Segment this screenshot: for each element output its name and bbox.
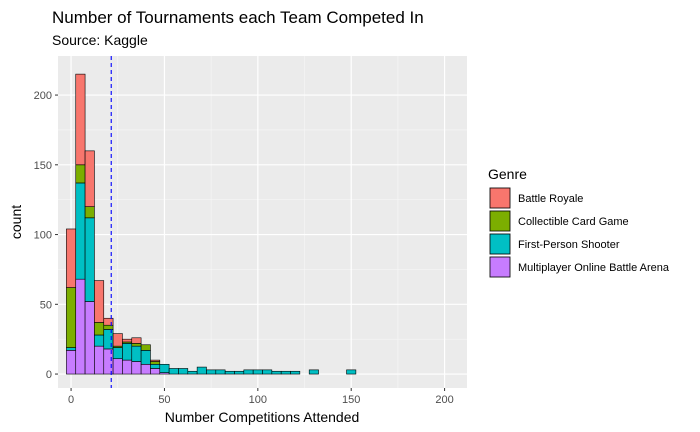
chart-title: Number of Tournaments each Team Competed… [52, 8, 424, 27]
x-tick-label: 150 [342, 394, 360, 406]
histogram-bar-segment [290, 370, 301, 375]
y-axis-title: count [8, 205, 24, 239]
histogram-bar-segment [140, 350, 151, 365]
histogram-bar-segment [224, 370, 235, 375]
histogram-bar-segment [94, 345, 105, 375]
plot-panel [58, 56, 467, 388]
histogram-bar-segment [308, 369, 319, 375]
histogram-bar-segment [131, 337, 142, 344]
histogram-bar-segment [140, 363, 151, 375]
histogram-bar-segment [112, 347, 123, 360]
histogram-bar-segment [187, 370, 198, 375]
histogram-bar-segment [346, 369, 357, 375]
legend-swatch [489, 187, 511, 209]
histogram-bar-segment [131, 345, 142, 362]
histogram-bar-segment [243, 369, 254, 375]
histogram-bar-segment [84, 150, 95, 207]
histogram-bar-segment [150, 359, 161, 362]
histogram-bar-segment [150, 363, 161, 369]
histogram-bar-segment [122, 359, 133, 375]
histogram-bar-segment [159, 363, 170, 373]
legend-swatch [489, 233, 511, 255]
histogram-bar-segment [122, 338, 133, 343]
histogram-bar-segment [140, 344, 151, 351]
histogram-bar-segment [112, 333, 123, 347]
histogram-bar-segment [75, 164, 86, 184]
y-tick-label: 50 [40, 299, 52, 311]
y-tick-label: 100 [34, 230, 52, 242]
histogram-bar-segment [66, 287, 77, 348]
histogram-bar-segment [280, 370, 291, 375]
histogram-bar-segment [178, 368, 189, 375]
y-tick-label: 0 [46, 369, 52, 381]
histogram-bar-segment [206, 369, 217, 375]
y-tick-label: 150 [34, 160, 52, 172]
histogram-bar-segment [103, 317, 114, 326]
legend-label: First-Person Shooter [518, 239, 620, 251]
histogram-bar-segment [150, 368, 161, 375]
legend: Genre Battle Royale Collectible Card Game… [488, 166, 670, 278]
histogram-bar-segment [66, 347, 77, 351]
histogram-bar-segment [131, 361, 142, 375]
histogram-bar-segment [252, 369, 263, 375]
histogram-bar-segment [66, 228, 77, 288]
y-tick-label: 200 [34, 90, 52, 102]
legend-swatch [489, 210, 511, 232]
grid-minor [58, 56, 467, 388]
histogram-bar-segment [234, 370, 245, 375]
y-axis: 0 50 100 150 200 [34, 90, 58, 381]
histogram-bar-segment [262, 369, 273, 375]
histogram-bar-segment [131, 343, 142, 347]
histogram-bar-segment [122, 343, 133, 361]
histogram-bar-segment [94, 280, 105, 323]
legend-label: Multiplayer Online Battle Arena [518, 262, 670, 274]
x-axis-title: Number Competitions Attended [165, 409, 360, 425]
histogram-bar-segment [84, 217, 95, 302]
histogram-bars [66, 73, 357, 375]
x-tick-label: 0 [68, 394, 74, 406]
histogram-bar-segment [271, 370, 282, 375]
histogram-bar-segment [75, 73, 86, 166]
histogram-bar-segment [66, 350, 77, 375]
histogram-bar-segment [84, 206, 95, 219]
legend-swatch [489, 256, 511, 278]
histogram-bar-segment [150, 361, 161, 365]
x-tick-label: 50 [158, 394, 170, 406]
histogram-bar-segment [94, 322, 105, 336]
histogram-bar-segment [84, 301, 95, 375]
x-tick-label: 200 [435, 394, 453, 406]
histogram-bar-segment [112, 358, 123, 375]
legend-label: Battle Royale [518, 193, 583, 205]
histogram-bar-segment [196, 366, 207, 375]
histogram-bar-segment [75, 182, 86, 280]
histogram-bar-segment [94, 334, 105, 347]
histogram-bar-segment [215, 369, 226, 375]
legend-title: Genre [488, 166, 527, 182]
x-axis: 0 50 100 150 200 [68, 388, 454, 406]
chart-subtitle: Source: Kaggle [52, 32, 148, 48]
legend-label: Collectible Card Game [518, 216, 629, 228]
x-tick-label: 100 [249, 394, 267, 406]
histogram-bar-segment [168, 368, 179, 375]
histogram-bar-segment [75, 278, 86, 375]
